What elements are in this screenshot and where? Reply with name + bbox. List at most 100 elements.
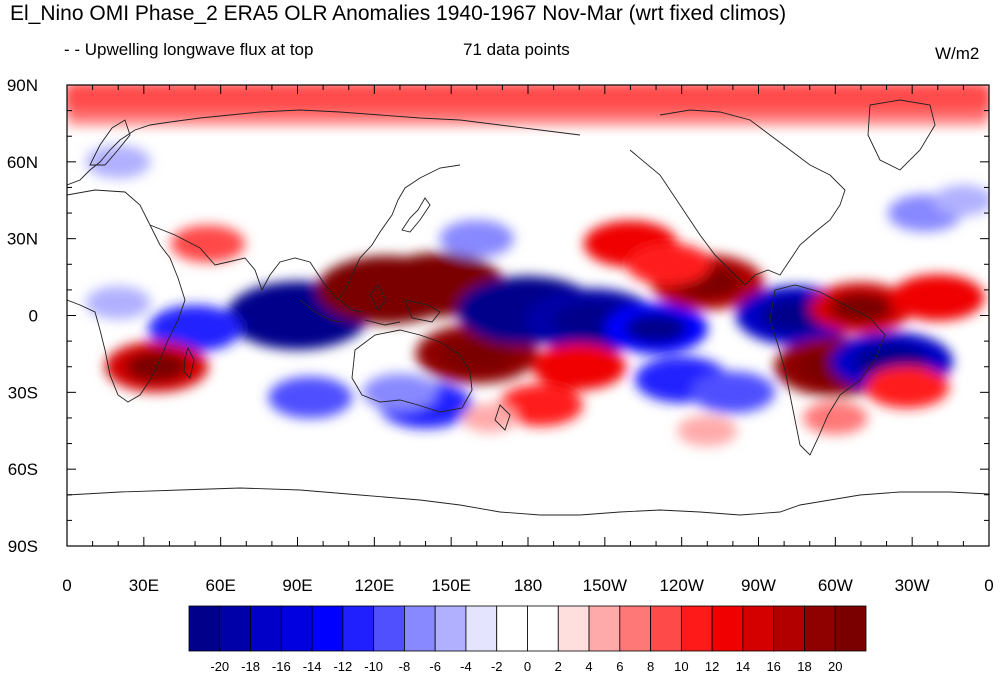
coast-africa (67, 189, 186, 403)
anomaly-blob (268, 376, 353, 419)
anomaly-blob (677, 415, 738, 447)
anomaly-core (440, 336, 514, 372)
coast-antarctica (67, 487, 989, 516)
colorbar-label: 8 (647, 659, 654, 674)
lat-tick-label: 30S (8, 383, 38, 402)
anomaly-core (255, 294, 340, 337)
coast-east-asia (309, 164, 461, 301)
axis-ticks: 0 30E 60E 90E 120E 150E 180 150W 120W 90W 60W 30W 0 9… (7, 76, 994, 595)
colorbar-swatch (311, 605, 344, 652)
anomaly-field (67, 85, 989, 546)
anomaly-blob (626, 243, 711, 286)
anomaly-core (829, 292, 892, 324)
colorbar-swatch (373, 605, 405, 652)
colorbar-label: -16 (272, 659, 291, 674)
anomaly-blob (890, 274, 985, 321)
colorbar-label: -20 (210, 659, 229, 674)
colorbar-swatch (773, 605, 805, 652)
coast-north-america (629, 109, 846, 286)
coast-south-america (769, 284, 886, 456)
anomaly-blob (85, 286, 151, 320)
anomaly-blob (170, 224, 246, 263)
colorbar-label: -12 (333, 659, 352, 674)
colorbar-label: -4 (460, 659, 472, 674)
colorbar-swatch (280, 605, 313, 652)
coast-greenland (867, 99, 936, 171)
colorbar-label: 2 (555, 659, 562, 674)
lon-tick-label: 0 (62, 576, 71, 595)
lat-tick-label: 30N (7, 230, 38, 249)
colorbar-swatch (711, 605, 744, 652)
colorbar-swatch (742, 605, 775, 652)
lat-tick-label: 0 (29, 307, 38, 326)
lon-tick-label: 60E (206, 576, 236, 595)
colorbar: -20 -18 -16 -14 -12 -10 -8 -6 -4 -2 0 2 4 6 8 10 12 14 16 1… (188, 605, 867, 674)
map-title: El_Nino OMI Phase_2 ERA5 OLR Anomalies 1… (10, 2, 787, 25)
anomaly-blob (461, 403, 518, 433)
anomaly-core (398, 265, 478, 304)
anomaly-core (625, 313, 688, 344)
colorbar-label: 14 (736, 659, 750, 674)
coast-maritime-continent (299, 284, 441, 326)
colorbar-swatch (619, 605, 651, 652)
colorbar-swatch (434, 605, 467, 652)
lon-tick-label: 0 (984, 576, 993, 595)
coast-arabia-india (149, 224, 311, 292)
anomaly-blob (933, 184, 989, 216)
colorbar-swatch (834, 605, 867, 652)
lon-tick-label: 120W (659, 576, 703, 595)
colorbar-swatch (188, 605, 221, 652)
lon-tick-label: 90W (741, 576, 776, 595)
colorbar-label: 10 (674, 659, 688, 674)
colorbar-label: 4 (585, 659, 592, 674)
colorbar-swatch (588, 605, 621, 652)
colorbar-label: -10 (364, 659, 383, 674)
anomaly-blob (439, 219, 514, 258)
colorbar-swatch (404, 605, 436, 652)
data-points-count: 71 data points (463, 40, 570, 59)
lon-tick-label: 30E (129, 576, 159, 595)
lon-tick-label: 150E (431, 576, 471, 595)
colorbar-label: -18 (241, 659, 260, 674)
colorbar-label: 0 (524, 659, 531, 674)
coast-japan (401, 197, 431, 233)
lat-tick-label: 90S (8, 537, 38, 556)
lon-tick-label: 150W (583, 576, 627, 595)
colorbar-label: -2 (491, 659, 503, 674)
anomaly-blob (498, 384, 583, 427)
coast-europe (67, 109, 581, 186)
lon-tick-label: 90E (282, 576, 312, 595)
anomaly-blob (865, 366, 950, 409)
anomaly-blob (532, 343, 627, 390)
coastlines (67, 99, 989, 516)
colorbar-swatch (342, 605, 375, 652)
coast-new-zealand (494, 404, 511, 431)
lon-tick-label: 30W (895, 576, 930, 595)
lon-tick-label: 60W (818, 576, 853, 595)
colorbar-label: 20 (828, 659, 842, 674)
lat-tick-label: 60N (7, 153, 38, 172)
colorbar-swatch (650, 605, 682, 652)
anomaly-blob (362, 373, 438, 412)
colorbar-swatch (465, 605, 498, 652)
anomaly-blob (85, 145, 151, 179)
colorbar-swatch (527, 605, 559, 652)
anomaly-blob (690, 371, 775, 414)
colorbar-swatch (557, 605, 590, 652)
colorbar-swatch (496, 605, 528, 652)
colorbar-swatch (804, 605, 836, 652)
lat-tick-label: 90N (7, 76, 38, 95)
anomaly-blob (802, 401, 868, 435)
lon-tick-label: 120E (354, 576, 394, 595)
colorbar-label: 18 (797, 659, 811, 674)
colorbar-label: -8 (399, 659, 411, 674)
colorbar-label: 16 (766, 659, 780, 674)
colorbar-swatch (219, 605, 251, 652)
lat-tick-label: 60S (8, 460, 38, 479)
colorbar-swatch (250, 605, 282, 652)
colorbar-label: -14 (303, 659, 322, 674)
coast-australia (351, 329, 473, 413)
colorbar-label: -6 (429, 659, 441, 674)
colorbar-label: 12 (705, 659, 719, 674)
